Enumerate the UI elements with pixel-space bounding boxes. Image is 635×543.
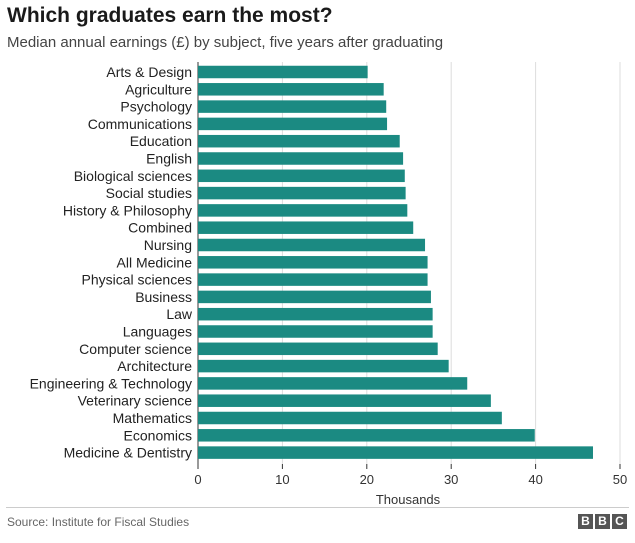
chart-subtitle: Median annual earnings (£) by subject, f…	[7, 34, 444, 51]
category-label: Architecture	[117, 358, 192, 374]
bar	[198, 273, 428, 286]
category-label: Languages	[123, 324, 192, 340]
bars	[198, 65, 593, 459]
x-tick-label: 40	[528, 472, 542, 487]
category-label: Engineering & Technology	[30, 375, 192, 391]
bar	[198, 83, 384, 96]
category-label: Agriculture	[125, 81, 192, 97]
bar	[198, 394, 491, 407]
chart-title: Which graduates earn the most?	[7, 4, 333, 27]
x-axis: 0 10 20 30 40 50	[194, 464, 627, 487]
logo-letter: B	[578, 514, 593, 529]
source-note: Source: Institute for Fiscal Studies	[7, 515, 190, 529]
bbc-logo: B B C	[578, 514, 627, 529]
footer-divider	[6, 507, 629, 508]
category-label: Law	[166, 306, 193, 322]
category-label: Education	[130, 133, 192, 149]
category-label: All Medicine	[117, 254, 193, 270]
category-label: Communications	[88, 116, 192, 132]
bar	[198, 238, 426, 252]
category-label: Business	[135, 289, 192, 305]
bar	[198, 65, 368, 79]
x-tick-label: 30	[444, 472, 458, 487]
bar	[198, 256, 428, 269]
category-label: Veterinary science	[78, 393, 193, 409]
category-label: English	[146, 151, 192, 167]
bar	[198, 221, 414, 234]
category-label: Combined	[128, 220, 192, 236]
category-label: Medicine & Dentistry	[64, 445, 192, 461]
bar	[198, 446, 593, 459]
category-label: Arts & Design	[106, 64, 192, 80]
bar	[198, 117, 388, 131]
category-label: Nursing	[144, 237, 192, 253]
category-label: Economics	[124, 427, 192, 443]
category-label: Computer science	[79, 341, 192, 357]
x-tick-label: 20	[360, 472, 374, 487]
bar	[198, 169, 405, 183]
x-axis-label: Thousands	[376, 492, 441, 507]
bar	[198, 152, 404, 165]
category-label: Social studies	[106, 185, 192, 201]
bar	[198, 134, 400, 148]
category-label: Biological sciences	[74, 168, 192, 184]
category-label: Physical sciences	[82, 272, 193, 288]
bar	[198, 411, 502, 425]
x-tick-label: 0	[194, 472, 201, 487]
bar	[198, 325, 433, 338]
bar	[198, 377, 468, 390]
bar	[198, 186, 406, 200]
bar	[198, 429, 535, 442]
x-tick-label: 10	[275, 472, 289, 487]
bar	[198, 342, 438, 356]
x-tick-label: 50	[613, 472, 627, 487]
bar	[198, 100, 387, 113]
bar	[198, 359, 449, 373]
bar	[198, 204, 408, 217]
category-label: Psychology	[120, 99, 192, 115]
bar	[198, 307, 433, 321]
category-label: History & Philosophy	[63, 202, 192, 218]
category-label: Mathematics	[113, 410, 192, 426]
logo-letter: C	[612, 514, 627, 529]
bar	[198, 290, 431, 304]
logo-letter: B	[595, 514, 610, 529]
